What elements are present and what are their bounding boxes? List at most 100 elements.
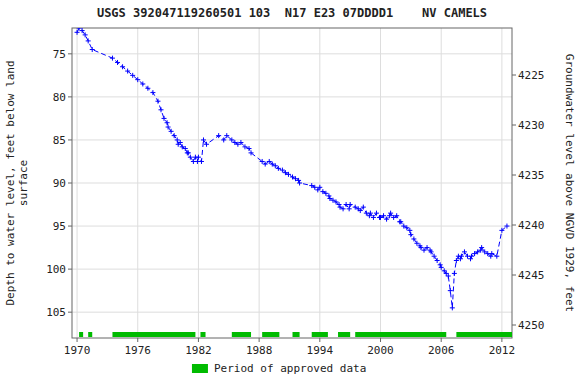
x-tick-label: 2006: [428, 344, 455, 357]
y2-tick-label: 4235: [518, 169, 545, 182]
point-marker: [432, 254, 437, 259]
point-marker: [494, 254, 499, 259]
point-marker: [407, 228, 412, 233]
y2-tick: [512, 275, 516, 276]
x-tick-label: 1982: [185, 344, 212, 357]
y2-axis-label: Groundwater level above NGVD 1929, feet: [563, 54, 576, 312]
x-tick-label: 1976: [124, 344, 151, 357]
y2-tick: [512, 125, 516, 126]
point-marker: [260, 159, 265, 164]
point-marker: [435, 258, 440, 263]
point-marker: [83, 32, 88, 37]
point-marker: [348, 202, 353, 207]
y-tick: [68, 269, 72, 270]
y-tick: [68, 96, 72, 97]
approved-period: [338, 332, 350, 337]
point-marker: [201, 137, 206, 142]
y-tick-label: 95: [53, 220, 66, 233]
point-marker: [80, 28, 85, 33]
point-marker: [186, 150, 191, 155]
point-marker: [224, 133, 229, 138]
y2-tick: [512, 225, 516, 226]
point-marker: [368, 211, 373, 216]
point-marker: [448, 288, 453, 293]
point-marker: [263, 162, 268, 167]
y2-tick-label: 4225: [518, 69, 545, 82]
point-marker: [155, 99, 160, 104]
x-tick: [501, 338, 502, 342]
grid-line-y: [72, 269, 512, 270]
point-marker: [75, 30, 80, 35]
point-marker: [115, 60, 120, 65]
approved-period: [112, 332, 195, 337]
approved-period: [88, 332, 92, 337]
point-marker: [347, 206, 352, 211]
point-marker: [162, 116, 167, 121]
point-marker: [86, 38, 91, 43]
point-marker: [130, 73, 135, 78]
x-tick: [259, 338, 260, 342]
point-marker: [408, 232, 413, 237]
point-marker: [438, 262, 443, 267]
point-marker: [188, 155, 193, 160]
point-marker: [358, 208, 363, 213]
point-marker: [166, 125, 171, 130]
point-marker: [125, 69, 130, 74]
y-tick-label: 85: [53, 134, 66, 147]
approved-period: [355, 332, 446, 337]
point-marker: [172, 133, 177, 138]
point-marker: [381, 213, 386, 218]
point-marker: [326, 193, 331, 198]
point-marker: [414, 241, 419, 246]
x-tick-label: 2012: [489, 344, 516, 357]
approved-period: [456, 332, 512, 337]
point-marker: [140, 81, 145, 86]
y-axis-label: Depth to water level, feet below landsur…: [4, 60, 30, 305]
y-tick-label: 90: [53, 177, 66, 190]
point-marker: [341, 206, 346, 211]
point-marker: [145, 86, 150, 91]
approved-period: [79, 332, 83, 337]
grid-line-y: [72, 226, 512, 227]
point-marker: [462, 249, 467, 254]
point-marker: [238, 140, 243, 145]
y-tick: [68, 312, 72, 313]
point-marker: [267, 159, 272, 164]
point-marker: [221, 137, 226, 142]
point-marker: [90, 47, 95, 52]
y-tick-label: 80: [53, 91, 66, 104]
y-tick: [68, 53, 72, 54]
point-marker: [229, 137, 234, 142]
point-marker: [452, 271, 457, 276]
point-marker: [199, 159, 204, 164]
point-marker: [120, 64, 125, 69]
x-tick: [137, 338, 138, 342]
point-marker: [165, 120, 170, 125]
point-marker: [337, 202, 342, 207]
point-marker: [404, 225, 409, 230]
grid: [72, 28, 512, 338]
plot-data: [75, 28, 512, 337]
point-marker: [361, 205, 366, 210]
y-tick: [68, 226, 72, 227]
point-marker: [110, 56, 115, 61]
x-tick-label: 2000: [367, 344, 394, 357]
point-marker: [459, 254, 464, 259]
point-marker: [249, 150, 254, 155]
approved-period: [232, 332, 251, 337]
y2-tick: [512, 75, 516, 76]
point-marker: [468, 256, 473, 261]
grid-line-y: [72, 53, 512, 54]
legend: Period of approved data: [192, 362, 366, 375]
axes: 1970197619821988199420002006201275808590…: [46, 48, 544, 357]
point-marker: [273, 163, 278, 168]
point-marker: [489, 251, 494, 256]
x-tick: [441, 338, 442, 342]
y2-tick-label: 4245: [518, 269, 545, 282]
point-marker: [504, 224, 509, 229]
point-marker: [411, 236, 416, 241]
y-axis-label-line: surface: [17, 160, 30, 206]
point-marker: [425, 245, 430, 250]
point-marker: [317, 185, 322, 190]
plot-frame: [72, 28, 512, 338]
